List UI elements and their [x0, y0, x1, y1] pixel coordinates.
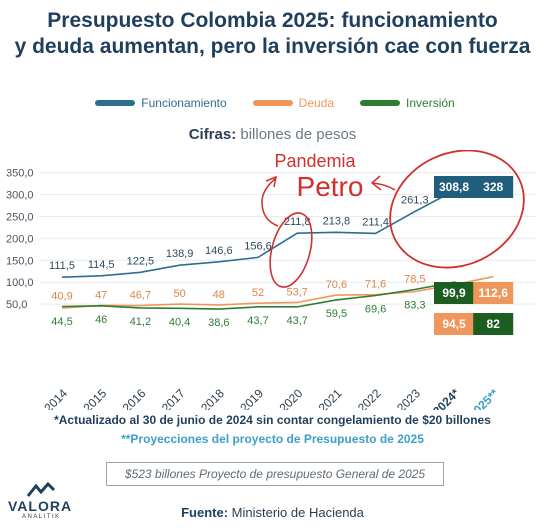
legend-label-inversion: Inversión [406, 96, 455, 110]
data-label-inversion: 44,5 [51, 316, 72, 328]
x-tick-label: 2019 [237, 386, 266, 410]
logo-sub: ANALITIK [22, 514, 61, 520]
series-line-inversión [61, 281, 494, 310]
data-label-funcionamiento: 122,5 [127, 255, 155, 267]
title-line-2: y deuda aumentan, pero la inversión cae … [14, 35, 531, 58]
legend-item-deuda: Deuda [252, 96, 335, 110]
data-label-funcionamiento: 146,6 [205, 245, 233, 257]
data-label-deuda: 70,6 [326, 279, 347, 291]
series-line-funcionamiento [61, 181, 494, 278]
chart-legend: Funcionamiento Deuda Inversión [95, 96, 455, 110]
legend-item-inversion: Inversión [360, 96, 455, 110]
data-label-funcionamiento: 111,5 [49, 260, 75, 272]
y-tick-label: 250,0 [6, 212, 34, 224]
legend-label-funcionamiento: Funcionamiento [141, 96, 227, 110]
legend-swatch-inversion [360, 100, 401, 106]
data-label-inversion: 83,3 [404, 300, 425, 312]
legend-swatch-deuda [252, 100, 293, 106]
data-label-funcionamiento: 156,6 [244, 240, 272, 252]
y-tick-label: 200,0 [6, 233, 34, 245]
data-label-funcionamiento: 328 [483, 180, 503, 194]
petro-circle [389, 150, 525, 269]
x-tick-label: 2024* [430, 386, 462, 410]
x-tick-label: 2014 [41, 386, 70, 410]
data-label-funcionamiento: 138,9 [166, 248, 194, 260]
pandemia-arrow-head [265, 175, 278, 188]
x-tick-label: 2017 [159, 386, 188, 410]
data-label-deuda: 52 [252, 287, 264, 299]
data-label-inversion: 99,9 [442, 286, 466, 300]
legend-label-deuda: Deuda [298, 96, 335, 110]
data-label-deuda: 112,6 [479, 286, 509, 300]
data-label-funcionamiento: 213,8 [323, 215, 351, 227]
petro-arrow-line [371, 182, 396, 191]
data-label-inversion: 38,6 [208, 317, 229, 329]
y-tick-label: 150,0 [6, 255, 34, 267]
data-label-inversion: 43,7 [286, 315, 307, 327]
subtitle-rest: billones de pesos [236, 126, 357, 143]
x-tick-label: 2016 [120, 386, 149, 410]
series-line-deuda [61, 275, 494, 309]
footnote-actualizado: *Actualizado al 30 de junio de 2024 sin … [54, 413, 491, 427]
data-label-deuda: 94,5 [442, 317, 466, 331]
x-tick-label: 2023 [394, 386, 423, 410]
data-label-funcionamiento: 261,3 [401, 195, 429, 207]
data-label-funcionamiento-box [473, 176, 514, 198]
title-line-1: Presupuesto Colombia 2025: funcionamient… [47, 9, 498, 32]
chart-title: Presupuesto Colombia 2025: funcionamient… [0, 8, 545, 60]
data-label-inversion: 40,4 [169, 316, 190, 328]
logo-name: VALORA [8, 498, 73, 514]
data-label-funcionamiento: 211,4 [362, 216, 389, 228]
data-label-funcionamiento: 211,8 [284, 216, 311, 228]
valora-logo: VALORA ANALITIK [8, 482, 78, 522]
data-label-inversion: 69,6 [365, 304, 386, 316]
data-label-inversion-box [473, 313, 514, 335]
data-label-deuda-box [434, 313, 474, 335]
source-line: Fuente: Ministerio de Hacienda [0, 505, 545, 520]
x-tick-label: 2025** [466, 386, 502, 410]
y-tick-label: 50,0 [6, 299, 27, 311]
data-label-inversion: 41,2 [130, 316, 151, 328]
source-label: Fuente: [181, 505, 229, 520]
pandemia-circle [269, 212, 313, 288]
data-label-deuda: 53,7 [286, 286, 307, 298]
footnote-proyecciones: **Proyecciones del proyecto de Presupues… [121, 432, 424, 446]
budget-total-box: $523 billones Proyecto de presupuesto Ge… [106, 462, 444, 486]
legend-swatch-funcionamiento [95, 100, 136, 106]
x-tick-label: 2022 [355, 386, 384, 410]
data-label-funcionamiento: 114,5 [88, 259, 115, 271]
data-label-inversion: 46 [95, 314, 107, 326]
petro-arrow-head [370, 175, 382, 191]
x-tick-label: 2015 [81, 386, 110, 410]
data-label-deuda: 47 [95, 289, 107, 301]
data-label-funcionamiento-box [434, 176, 474, 198]
data-label-deuda: 40,9 [51, 291, 72, 303]
data-label-deuda: 78,5 [404, 274, 425, 286]
data-label-deuda-box [473, 282, 514, 304]
data-label-deuda: 50 [173, 288, 185, 300]
y-tick-label: 300,0 [6, 190, 34, 202]
legend-item-funcionamiento: Funcionamiento [95, 96, 227, 110]
data-label-inversion-box [434, 282, 474, 304]
data-label-funcionamiento: 308,8 [439, 180, 469, 194]
data-label-inversion: 59,5 [326, 308, 347, 320]
chart-subtitle: Cifras: billones de pesos [0, 126, 545, 143]
data-label-deuda: 71,6 [365, 279, 386, 291]
data-label-deuda: 46,7 [130, 290, 151, 302]
petro-annotation: Petro [297, 171, 364, 202]
source-value: Ministerio de Hacienda [228, 505, 364, 520]
y-tick-label: 100,0 [6, 277, 34, 289]
pandemia-annotation: Pandemia [274, 151, 356, 171]
x-tick-label: 2018 [198, 386, 227, 410]
y-tick-label: 350,0 [6, 168, 34, 180]
x-tick-label: 2020 [277, 386, 306, 410]
data-label-inversion: 43,7 [247, 315, 268, 327]
x-tick-label: 2021 [316, 386, 345, 410]
pandemia-arrow-line [261, 178, 279, 227]
data-label-inversion: 82 [487, 317, 501, 331]
data-label-deuda: 48 [213, 289, 225, 301]
logo-mark-icon [26, 482, 56, 497]
chart-canvas: 350,0 300,0 250,0 200,0 150,0 100,0 50,0 111,5 4… [6, 150, 535, 410]
subtitle-bold: Cifras: [188, 126, 237, 143]
